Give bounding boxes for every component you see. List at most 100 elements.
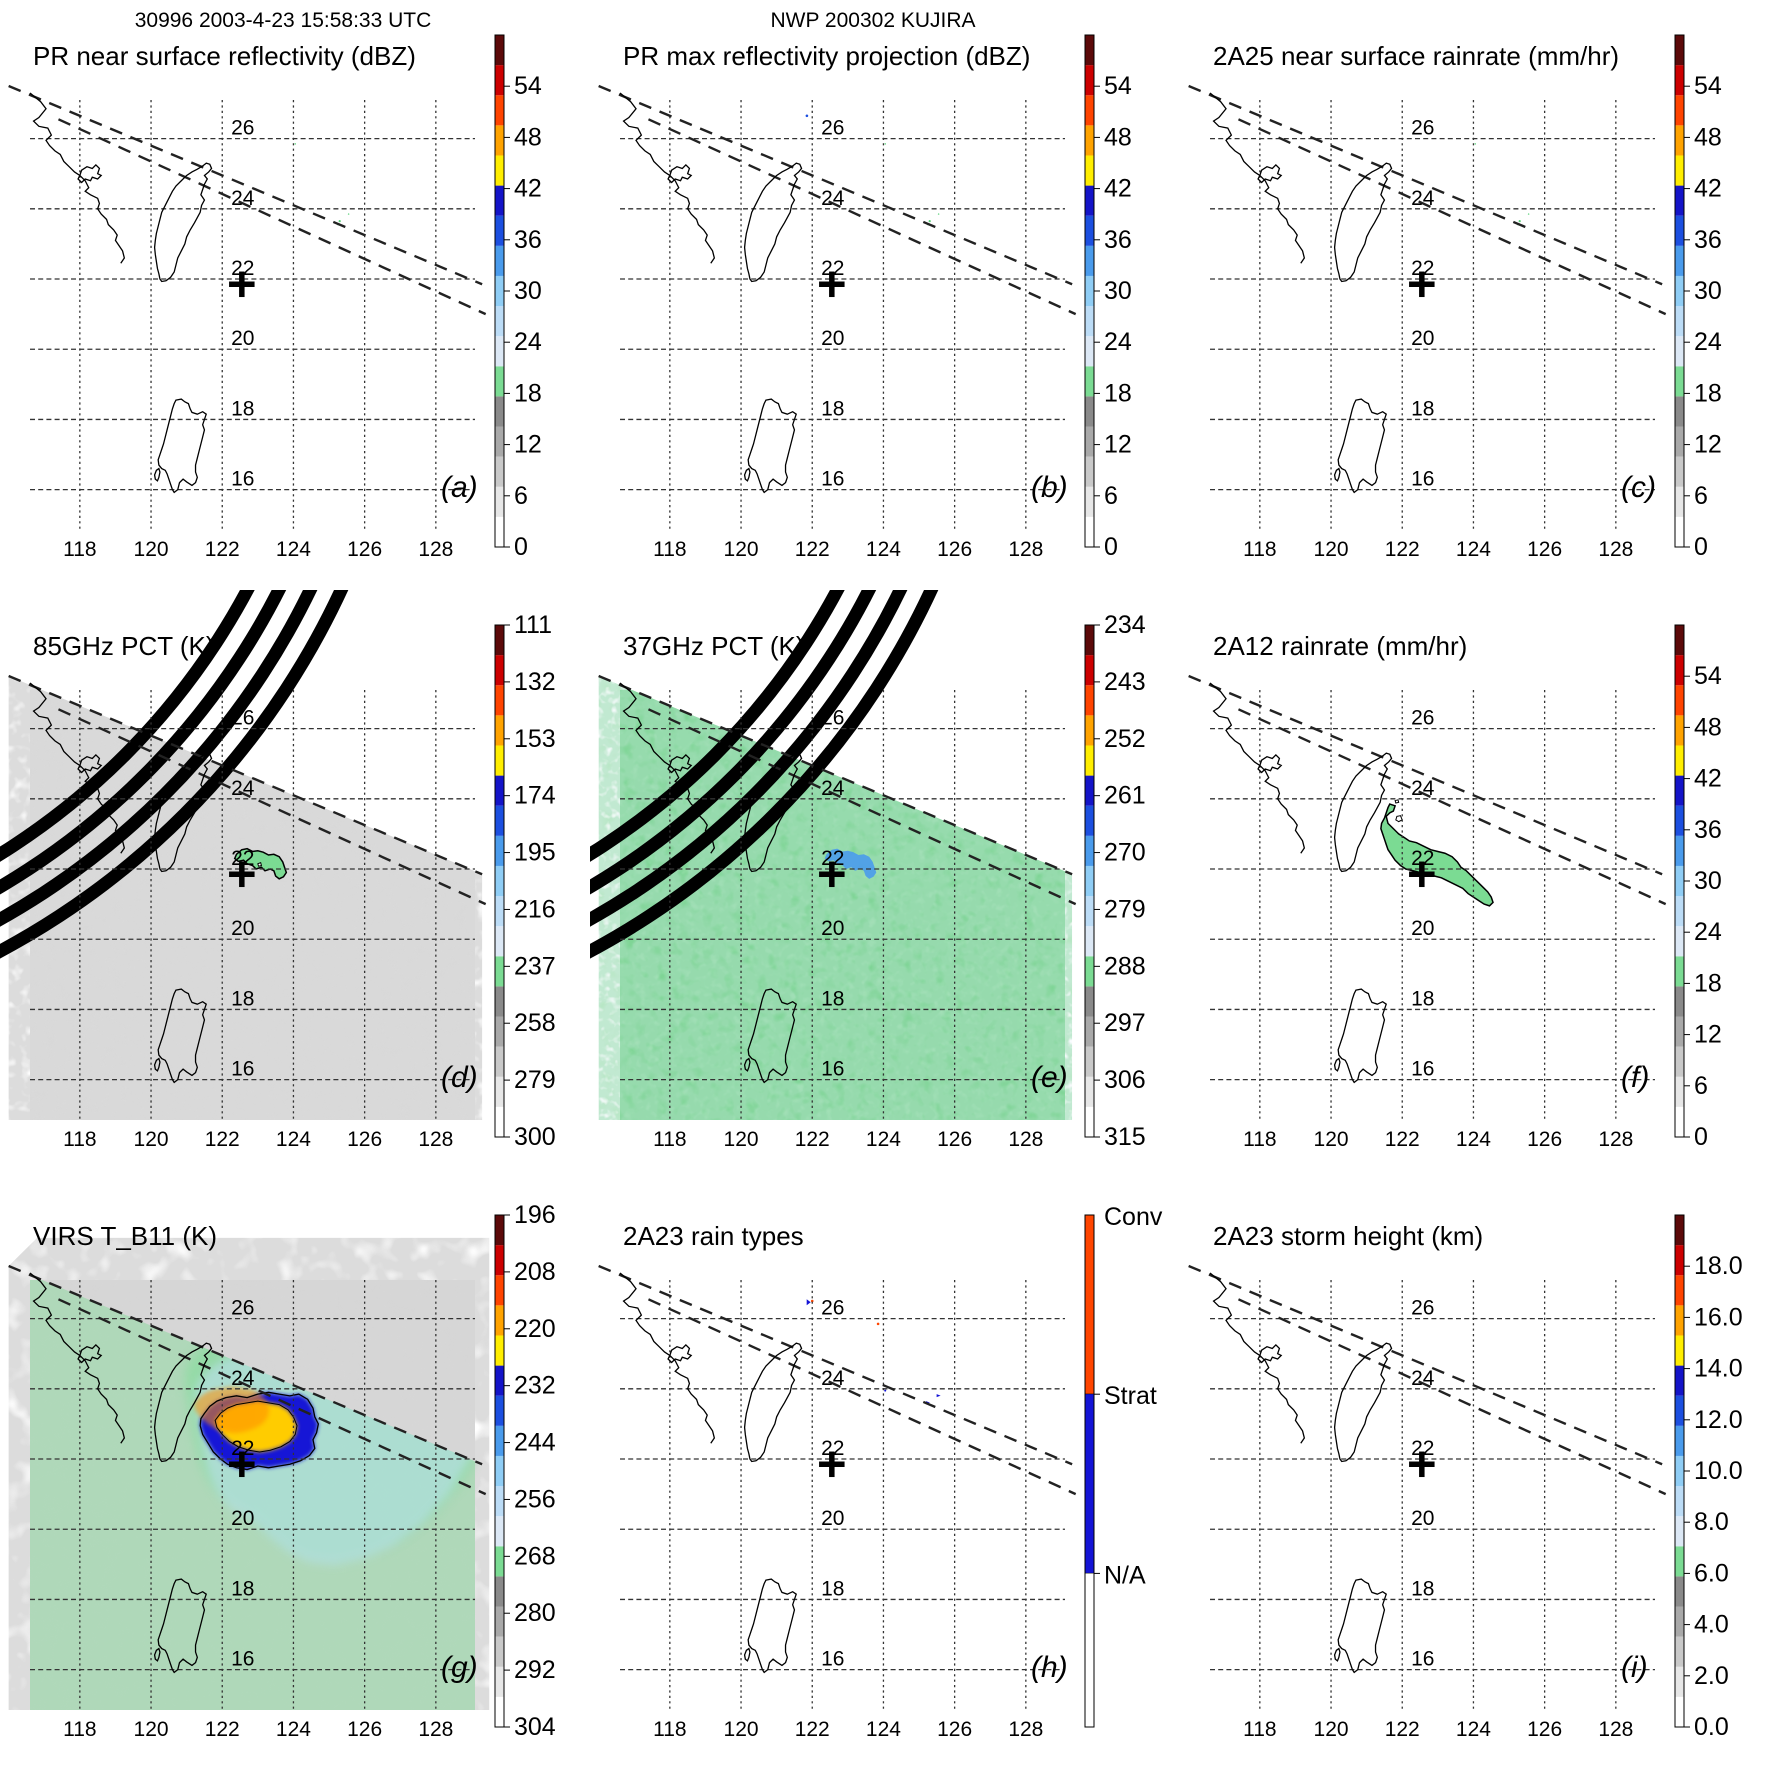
svg-text:124: 124: [866, 538, 901, 561]
svg-text:(i): (i): [1621, 1651, 1648, 1684]
svg-text:24: 24: [231, 1367, 255, 1390]
svg-text:48: 48: [1694, 123, 1722, 151]
svg-text:0.0: 0.0: [1694, 1713, 1729, 1741]
svg-text:12: 12: [1104, 431, 1132, 459]
svg-text:297: 297: [1104, 1009, 1146, 1037]
svg-text:26: 26: [821, 117, 844, 140]
svg-text:220: 220: [514, 1315, 556, 1343]
svg-text:24: 24: [821, 1367, 845, 1390]
svg-text:128: 128: [418, 1128, 453, 1151]
svg-text:118: 118: [63, 1128, 96, 1151]
svg-text:26: 26: [231, 1297, 254, 1320]
svg-text:Strat: Strat: [1104, 1382, 1157, 1410]
svg-text:18: 18: [1411, 1577, 1434, 1600]
svg-text:261: 261: [1104, 782, 1146, 810]
svg-text:24: 24: [821, 187, 845, 210]
svg-text:48: 48: [1694, 713, 1722, 741]
svg-text:120: 120: [134, 1718, 169, 1741]
svg-text:16: 16: [1411, 1648, 1434, 1671]
svg-text:120: 120: [724, 1128, 759, 1151]
svg-text:N/A: N/A: [1104, 1561, 1146, 1589]
svg-text:18: 18: [514, 379, 542, 407]
svg-text:208: 208: [514, 1258, 556, 1286]
svg-text:20: 20: [1411, 917, 1434, 940]
svg-text:128: 128: [418, 538, 453, 561]
svg-text:18: 18: [821, 987, 844, 1010]
svg-text:PR near surface reflectivity (: PR near surface reflectivity (dBZ): [33, 41, 416, 71]
svg-text:30: 30: [1694, 867, 1722, 895]
svg-text:118: 118: [1243, 1718, 1276, 1741]
svg-text:0: 0: [514, 533, 528, 561]
svg-text:280: 280: [514, 1599, 556, 1627]
svg-text:270: 270: [1104, 839, 1146, 867]
svg-text:20: 20: [1411, 327, 1434, 350]
svg-text:18: 18: [231, 1577, 254, 1600]
svg-text:20: 20: [231, 1507, 254, 1530]
svg-text:258: 258: [514, 1009, 556, 1037]
svg-text:42: 42: [1694, 765, 1722, 793]
svg-text:2A23 storm height (km): 2A23 storm height (km): [1213, 1221, 1483, 1251]
svg-text:126: 126: [937, 1718, 972, 1741]
svg-text:279: 279: [1104, 895, 1146, 923]
svg-text:124: 124: [1456, 1128, 1491, 1151]
svg-text:22: 22: [821, 847, 844, 870]
svg-text:195: 195: [514, 839, 556, 867]
svg-text:24: 24: [1411, 1367, 1435, 1390]
svg-text:18.0: 18.0: [1694, 1252, 1743, 1280]
svg-text:36: 36: [1694, 816, 1722, 844]
svg-text:36: 36: [514, 226, 542, 254]
svg-text:(a): (a): [441, 471, 478, 504]
svg-text:118: 118: [63, 538, 96, 561]
svg-text:0: 0: [1694, 1123, 1708, 1151]
svg-text:2A25 near surface rainrate (mm: 2A25 near surface rainrate (mm/hr): [1213, 41, 1619, 71]
svg-text:0: 0: [1104, 533, 1118, 561]
svg-text:26: 26: [231, 707, 254, 730]
svg-text:126: 126: [347, 1128, 382, 1151]
svg-text:4.0: 4.0: [1694, 1611, 1729, 1639]
svg-text:126: 126: [937, 538, 972, 561]
svg-text:10.0: 10.0: [1694, 1457, 1743, 1485]
svg-text:304: 304: [514, 1713, 556, 1741]
svg-text:6: 6: [1104, 482, 1118, 510]
svg-text:126: 126: [1527, 1128, 1562, 1151]
svg-text:120: 120: [1314, 1128, 1349, 1151]
svg-text:16: 16: [1411, 468, 1434, 491]
svg-text:(b): (b): [1031, 471, 1068, 504]
svg-text:124: 124: [1456, 538, 1491, 561]
svg-text:18: 18: [231, 987, 254, 1010]
svg-text:16: 16: [821, 1058, 844, 1081]
svg-text:122: 122: [1385, 1128, 1420, 1151]
svg-text:128: 128: [1008, 538, 1043, 561]
svg-text:118: 118: [653, 1718, 686, 1741]
svg-text:8.0: 8.0: [1694, 1508, 1729, 1536]
svg-text:22: 22: [1411, 847, 1434, 870]
svg-text:48: 48: [1104, 123, 1132, 151]
svg-text:18: 18: [821, 397, 844, 420]
svg-text:54: 54: [1694, 662, 1722, 690]
svg-text:124: 124: [276, 1128, 311, 1151]
svg-text:26: 26: [231, 117, 254, 140]
svg-text:122: 122: [795, 1718, 830, 1741]
svg-text:268: 268: [514, 1542, 556, 1570]
svg-text:153: 153: [514, 725, 556, 753]
svg-text:16: 16: [821, 468, 844, 491]
svg-text:120: 120: [134, 1128, 169, 1151]
svg-text:126: 126: [1527, 1718, 1562, 1741]
svg-text:120: 120: [1314, 1718, 1349, 1741]
svg-text:(f): (f): [1621, 1061, 1649, 1094]
svg-text:22: 22: [231, 847, 254, 870]
svg-text:122: 122: [205, 1128, 240, 1151]
svg-text:111: 111: [514, 611, 552, 639]
svg-text:118: 118: [1243, 1128, 1276, 1151]
svg-text:122: 122: [205, 1718, 240, 1741]
svg-text:12.0: 12.0: [1694, 1406, 1743, 1434]
svg-text:244: 244: [514, 1429, 556, 1457]
svg-text:26: 26: [1411, 707, 1434, 730]
svg-text:6: 6: [1694, 482, 1708, 510]
svg-text:22: 22: [1411, 1437, 1434, 1460]
svg-text:54: 54: [514, 72, 542, 100]
svg-text:20: 20: [821, 917, 844, 940]
svg-text:122: 122: [205, 538, 240, 561]
svg-text:54: 54: [1104, 72, 1132, 100]
svg-text:126: 126: [1527, 538, 1562, 561]
